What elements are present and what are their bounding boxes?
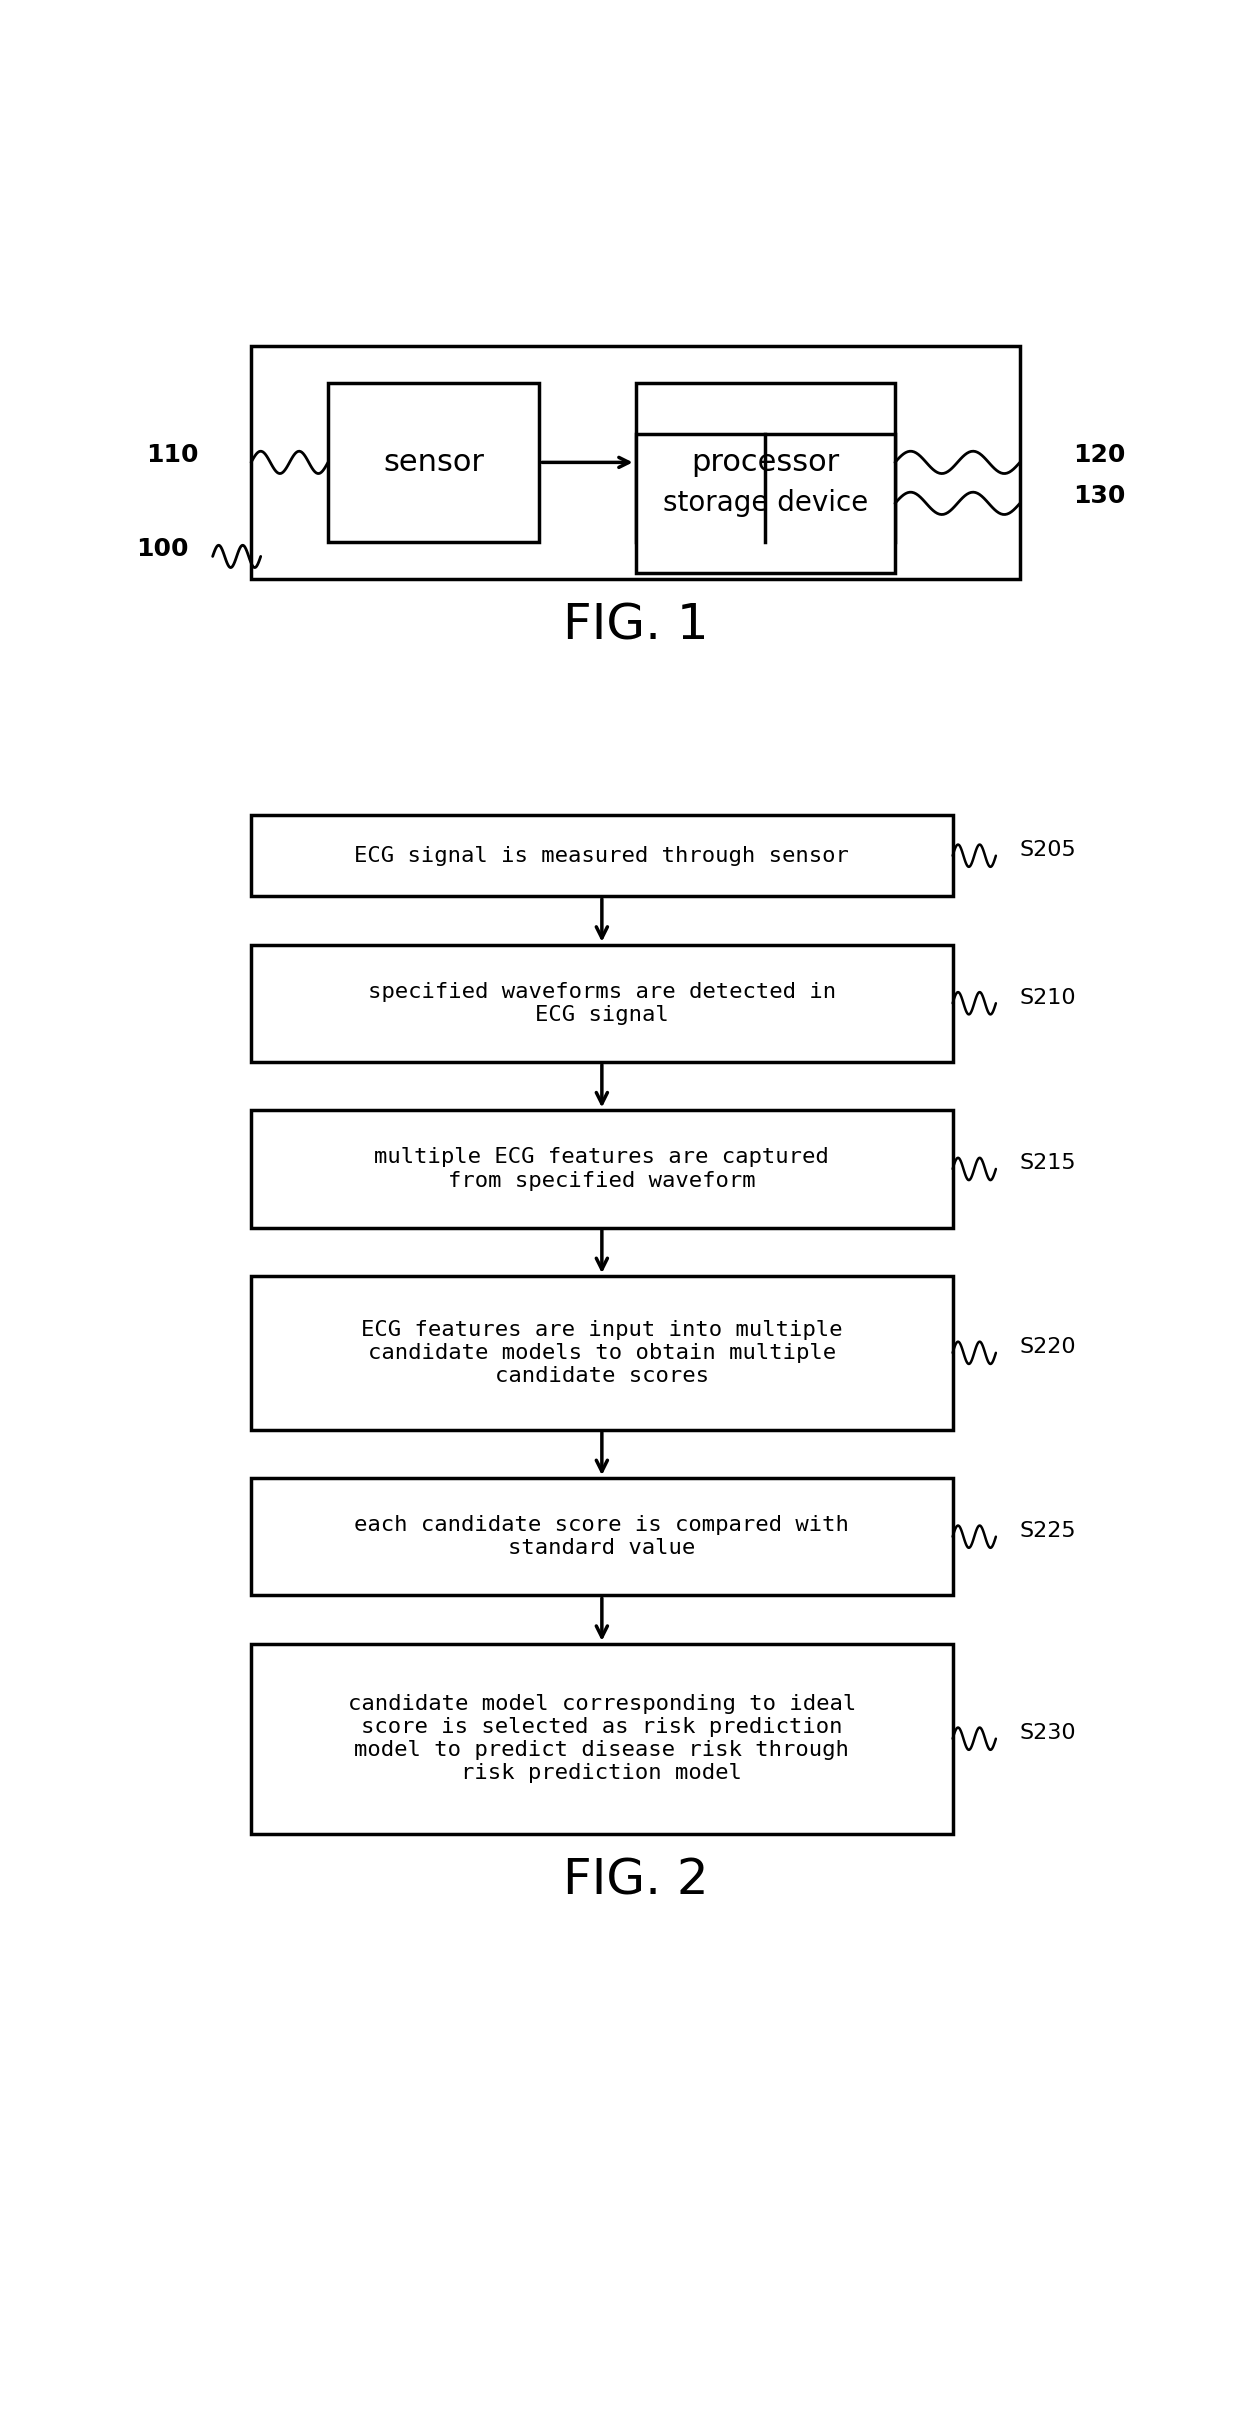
Text: 130: 130 — [1073, 484, 1125, 508]
Bar — [250, 346, 1021, 578]
Bar — [250, 1110, 952, 1228]
Bar — [250, 1477, 952, 1596]
Text: 110: 110 — [146, 442, 198, 467]
Text: ECG features are input into multiple
candidate models to obtain multiple
candida: ECG features are input into multiple can… — [361, 1320, 843, 1386]
Text: S215: S215 — [1019, 1153, 1076, 1173]
Text: S205: S205 — [1019, 839, 1076, 861]
Bar — [250, 945, 952, 1062]
Text: ECG signal is measured through sensor: ECG signal is measured through sensor — [355, 846, 849, 866]
Bar — [635, 433, 895, 573]
Text: 120: 120 — [1073, 442, 1125, 467]
Text: processor: processor — [691, 447, 839, 476]
Text: S230: S230 — [1019, 1724, 1076, 1743]
Bar — [250, 1644, 952, 1833]
Bar — [250, 815, 952, 897]
Text: FIG. 1: FIG. 1 — [563, 602, 708, 650]
Text: storage device: storage device — [662, 488, 868, 517]
Text: specified waveforms are detected in
ECG signal: specified waveforms are detected in ECG … — [368, 982, 836, 1025]
Text: multiple ECG features are captured
from specified waveform: multiple ECG features are captured from … — [374, 1149, 830, 1190]
Text: each candidate score is compared with
standard value: each candidate score is compared with st… — [355, 1516, 849, 1557]
Text: 100: 100 — [136, 537, 188, 561]
Text: S210: S210 — [1019, 987, 1076, 1008]
Text: S220: S220 — [1019, 1337, 1076, 1356]
Text: FIG. 2: FIG. 2 — [563, 1857, 708, 1905]
Text: sensor: sensor — [383, 447, 484, 476]
Bar — [250, 1277, 952, 1429]
Bar — [327, 382, 539, 542]
Text: S225: S225 — [1019, 1521, 1076, 1540]
Text: candidate model corresponding to ideal
score is selected as risk prediction
mode: candidate model corresponding to ideal s… — [347, 1695, 856, 1784]
Bar — [635, 382, 895, 542]
